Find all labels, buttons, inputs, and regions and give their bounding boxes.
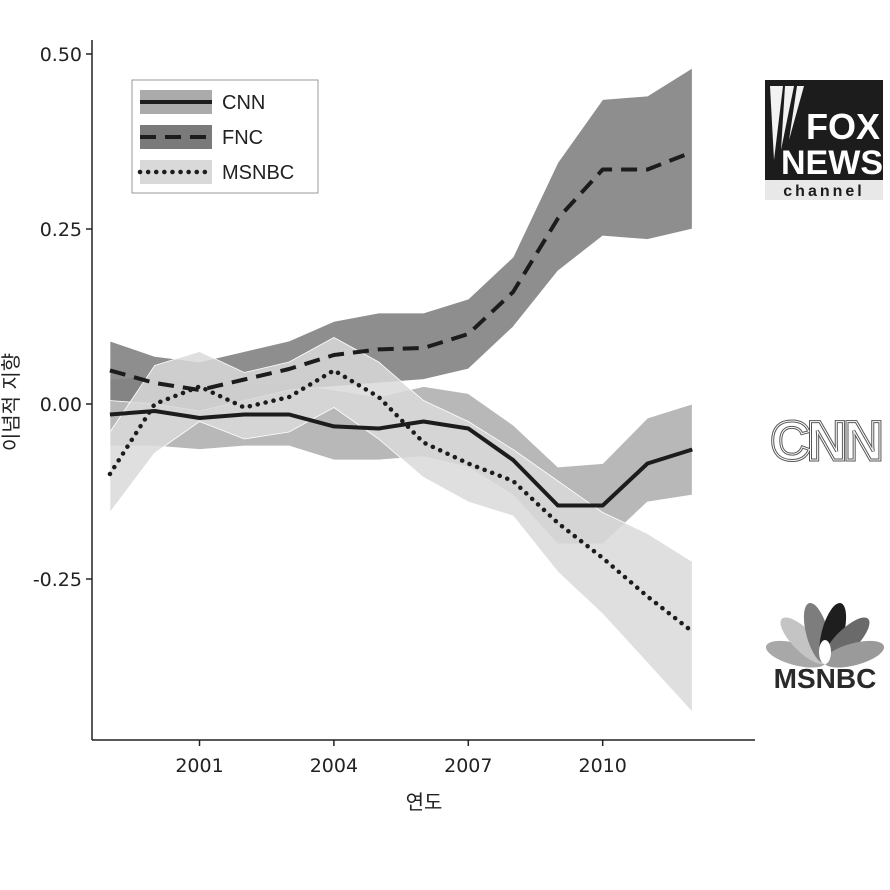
legend-swatch-msnbc — [140, 160, 212, 184]
fox-news-logo: FOX NEWS channel — [765, 80, 884, 200]
line-msnbc — [107, 368, 695, 634]
series-lines — [107, 150, 695, 634]
fox-logo-fox: FOX — [806, 106, 880, 147]
x-axis-title: 연도 — [406, 790, 443, 814]
y-tick-label: 0.25 — [40, 219, 82, 241]
x-ticks: 2001 2004 2007 2010 — [175, 740, 627, 777]
legend: CNN FNC MSNBC — [131, 79, 319, 194]
legend-label-msnbc: MSNBC — [222, 162, 294, 184]
msnbc-logo: MSNBC — [765, 602, 885, 694]
cnn-logo: CNN CNN — [769, 408, 886, 474]
msnbc-logo-text: MSNBC — [774, 663, 877, 694]
x-tick-label: 2001 — [175, 755, 223, 777]
y-tick-label: 0.00 — [40, 394, 82, 416]
fox-logo-news: NEWS — [781, 144, 883, 182]
line-cnn — [109, 409, 693, 508]
y-tick-label: 0.50 — [40, 44, 82, 66]
confidence-bands — [109, 67, 693, 714]
y-tick-label: -0.25 — [33, 569, 82, 591]
peacock-icon — [765, 602, 885, 668]
x-tick-label: 2007 — [444, 755, 492, 777]
fox-logo-channel: channel — [783, 183, 864, 200]
y-axis-title: 이념적 지향 — [0, 353, 23, 451]
x-tick-label: 2004 — [310, 755, 358, 777]
y-ticks: 0.50 0.25 0.00 -0.25 — [33, 44, 92, 591]
x-tick-label: 2010 — [579, 755, 627, 777]
band-msnbc — [109, 337, 693, 714]
cnn-logo-inner: CNN — [770, 409, 880, 472]
legend-label-fnc: FNC — [222, 127, 263, 149]
legend-label-cnn: CNN — [222, 92, 265, 114]
cnn-logo-text: CNN — [770, 409, 880, 472]
